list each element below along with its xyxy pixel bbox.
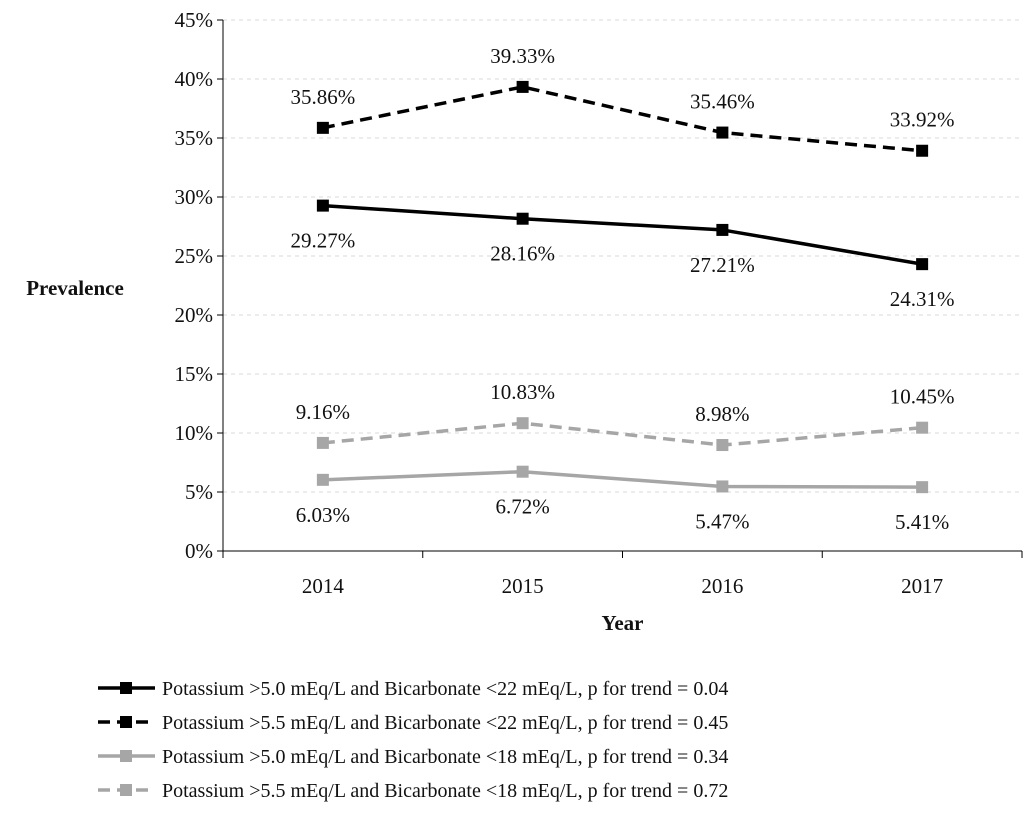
data-label: 6.03% — [296, 503, 350, 527]
y-tick-label: 25% — [175, 244, 214, 268]
y-tick-label: 45% — [175, 8, 214, 32]
x-axis-ticks: 2014 2015 2016 2017 — [302, 574, 943, 598]
legend: Potassium >5.0 mEq/L and Bicarbonate <22… — [98, 678, 728, 802]
data-point-marker — [516, 417, 529, 430]
x-tick-label: 2017 — [901, 574, 943, 598]
y-tick-label: 40% — [175, 67, 214, 91]
data-point-marker — [316, 199, 329, 212]
data-label: 10.83% — [490, 380, 555, 404]
data-point-marker — [916, 258, 929, 271]
legend-entry-label: Potassium >5.5 mEq/L and Bicarbonate <18… — [162, 780, 728, 802]
data-label: 39.33% — [490, 44, 555, 68]
data-label: 6.72% — [496, 495, 550, 519]
data-point-marker — [916, 144, 929, 157]
data-point-marker — [716, 439, 729, 452]
legend-entry-label: Potassium >5.5 mEq/L and Bicarbonate <22… — [162, 712, 728, 734]
data-point-marker — [516, 80, 529, 93]
y-tick-label: 30% — [175, 185, 214, 209]
series-group — [316, 80, 929, 494]
series-line — [322, 203, 923, 266]
data-point-marker — [316, 436, 329, 449]
data-label: 5.47% — [695, 509, 749, 533]
data-point-marker — [716, 223, 729, 236]
y-axis-title: Prevalence — [26, 276, 124, 300]
data-labels: 29.27% 28.16% 27.21% 24.31% 35.86% 39.33% 35.4… — [291, 44, 955, 534]
data-label: 29.27% — [291, 229, 356, 253]
x-tick-label: 2016 — [701, 574, 743, 598]
legend-swatch-marker — [120, 750, 132, 762]
y-tick-label: 20% — [175, 303, 214, 327]
data-point-marker — [316, 473, 329, 486]
data-point-marker — [316, 121, 329, 134]
y-tick-label: 35% — [175, 126, 214, 150]
x-axis-title: Year — [602, 611, 644, 635]
legend-entry-label: Potassium >5.0 mEq/L and Bicarbonate <22… — [162, 678, 728, 700]
legend-swatch-marker — [120, 716, 132, 728]
data-label: 33.92% — [890, 108, 955, 132]
data-point-marker — [916, 421, 929, 434]
legend-entry-label: Potassium >5.0 mEq/L and Bicarbonate <18… — [162, 746, 728, 768]
gridlines — [223, 19, 1022, 493]
y-tick-label: 10% — [175, 421, 214, 445]
data-label: 10.45% — [890, 385, 955, 409]
legend-swatch-marker — [120, 682, 132, 694]
y-tick-label: 0% — [185, 539, 213, 563]
x-tick-label: 2015 — [502, 574, 544, 598]
data-label: 28.16% — [490, 242, 555, 266]
data-point-marker — [516, 465, 529, 478]
data-point-marker — [916, 481, 929, 494]
series-line — [322, 85, 923, 153]
data-point-marker — [516, 212, 529, 225]
data-label: 9.16% — [296, 400, 350, 424]
data-label: 35.86% — [291, 85, 356, 109]
y-axis-ticks: 0% 5% 10% 15% 20% 25% 30% 35% 40% 45% — [175, 8, 214, 563]
y-tick-label: 15% — [175, 362, 214, 386]
series-line — [322, 469, 923, 489]
data-label: 27.21% — [690, 253, 755, 277]
data-point-marker — [716, 126, 729, 139]
data-point-marker — [716, 480, 729, 493]
series-line — [322, 421, 923, 447]
data-label: 24.31% — [890, 287, 955, 311]
legend-swatch-marker — [120, 784, 132, 796]
axes — [217, 19, 1023, 558]
x-tick-label: 2014 — [302, 574, 345, 598]
y-tick-label: 5% — [185, 480, 213, 504]
data-label: 35.46% — [690, 90, 755, 114]
data-label: 8.98% — [695, 402, 749, 426]
data-label: 5.41% — [895, 510, 949, 534]
